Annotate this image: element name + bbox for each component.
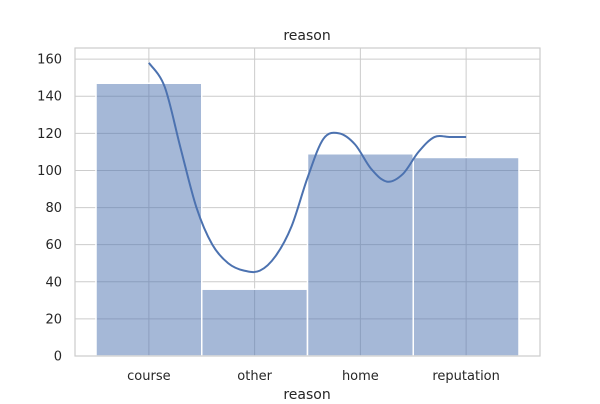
kde-line xyxy=(148,62,467,274)
bar-course xyxy=(95,82,203,357)
y-tick-label: 120 xyxy=(37,127,62,142)
x-tick-label-home: home xyxy=(342,369,379,384)
chart-title: reason xyxy=(283,28,330,44)
bar-layer xyxy=(95,82,520,357)
bar-home xyxy=(306,153,414,357)
x-tick-label-reputation: reputation xyxy=(432,369,500,384)
x-tick-labels: course other home reputation xyxy=(127,369,500,384)
x-tick-label-course: course xyxy=(127,369,170,384)
x-tick-label-other: other xyxy=(237,369,272,384)
y-tick-label: 160 xyxy=(37,53,62,68)
plot-frame xyxy=(74,47,541,357)
x-axis-label: reason xyxy=(283,387,330,400)
y-tick-label: 100 xyxy=(37,164,62,179)
bar-reputation xyxy=(412,156,520,357)
y-tick-label: 60 xyxy=(45,238,62,253)
axes-frame xyxy=(74,47,541,357)
y-tick-label: 0 xyxy=(54,350,62,365)
y-tick-label: 140 xyxy=(37,90,62,105)
kde-line-layer xyxy=(148,62,467,274)
y-tick-label: 20 xyxy=(45,312,62,327)
y-tick-label: 40 xyxy=(45,275,62,290)
y-tick-label: 80 xyxy=(45,201,62,216)
bar-other xyxy=(201,288,309,357)
y-tick-labels: 0 20 40 60 80 100 120 140 160 xyxy=(37,53,62,365)
